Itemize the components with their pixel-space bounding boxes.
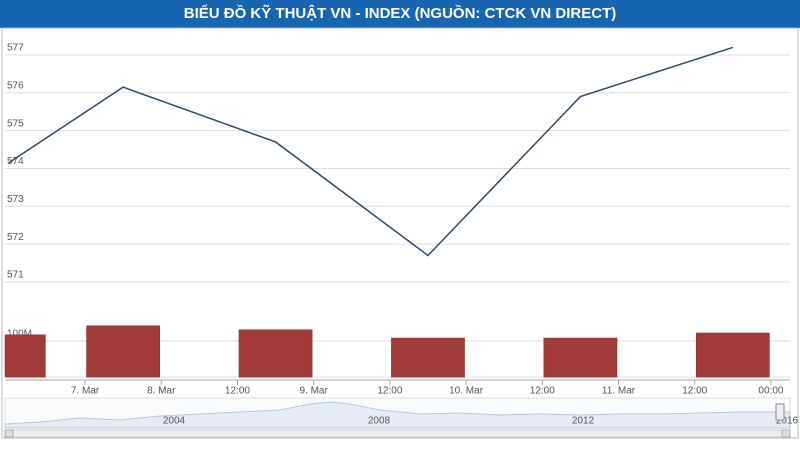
x-tick-label: 12:00 [225,386,250,397]
y-tick-label: 100M [7,329,32,340]
y-tick-label: 576 [7,80,24,91]
price-line [8,46,734,257]
y-tick-label: 571 [7,270,24,281]
y-tick-label: 577 [7,43,24,54]
x-tick-label: 10. Mar [449,386,484,397]
chart-title: BIỂU ĐỒ KỸ THUẬT VN - INDEX (NGUỒN: CTCK… [184,4,617,22]
x-tick-label: 00:00 [758,386,783,397]
scroll-right[interactable] [781,429,791,438]
volume-bar [543,337,618,378]
x-tick-label: 9. Mar [299,386,328,397]
navigator-label: 2008 [368,416,391,427]
plot-border [1,27,799,439]
navigator-label: 2012 [572,416,595,427]
scrollbar[interactable] [4,429,791,438]
x-tick-label: 12:00 [682,386,707,397]
navigator-label: 2016 [776,416,799,427]
y-tick-label: 573 [7,194,24,205]
x-tick-label: 7. Mar [71,386,100,397]
x-tick-label: 12:00 [530,386,555,397]
y-tick-label: 572 [7,232,24,243]
x-tick-label: 8. Mar [147,386,176,397]
navigator-series [4,401,791,429]
x-tick-label: 11. Mar [602,386,636,397]
scroll-left[interactable] [4,429,14,438]
y-tick-label: 575 [7,118,24,129]
volume-bar [696,332,770,378]
y-tick-label: 574 [7,156,24,167]
volume-bar [238,329,313,378]
navigator-handle[interactable] [775,403,785,421]
title-bar [0,0,800,28]
volume-bar [86,325,160,378]
volume-bar [391,337,465,378]
volume-bar [4,334,46,378]
navigator-label: 2004 [163,416,186,427]
x-tick-label: 12:00 [377,386,402,397]
